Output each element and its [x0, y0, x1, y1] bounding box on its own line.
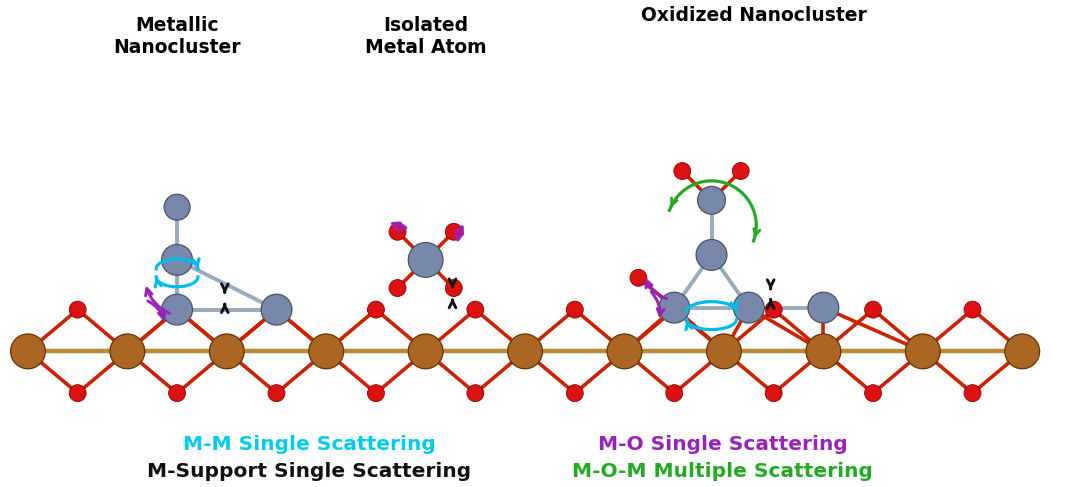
Circle shape: [607, 334, 642, 369]
Circle shape: [706, 334, 741, 369]
Circle shape: [697, 240, 727, 270]
Circle shape: [566, 385, 583, 402]
Circle shape: [964, 301, 981, 318]
Circle shape: [905, 334, 941, 369]
Circle shape: [69, 301, 86, 318]
Circle shape: [467, 385, 484, 402]
Circle shape: [268, 301, 285, 318]
Circle shape: [389, 280, 406, 297]
Circle shape: [445, 280, 462, 297]
Circle shape: [164, 194, 190, 220]
Circle shape: [11, 334, 45, 369]
Circle shape: [162, 244, 192, 275]
Circle shape: [865, 385, 881, 402]
Circle shape: [732, 163, 750, 180]
Circle shape: [808, 292, 839, 323]
Circle shape: [566, 301, 583, 318]
Circle shape: [408, 334, 443, 369]
Circle shape: [367, 301, 384, 318]
Circle shape: [445, 224, 462, 240]
Circle shape: [698, 187, 726, 214]
Text: Oxidized Nanocluster: Oxidized Nanocluster: [640, 6, 867, 25]
Circle shape: [630, 269, 647, 286]
Circle shape: [110, 334, 145, 369]
Circle shape: [674, 163, 691, 180]
Circle shape: [964, 385, 981, 402]
Circle shape: [162, 294, 192, 325]
Circle shape: [261, 294, 292, 325]
Circle shape: [659, 292, 690, 323]
Circle shape: [367, 385, 384, 402]
Circle shape: [168, 385, 186, 402]
Circle shape: [467, 301, 484, 318]
Circle shape: [806, 334, 840, 369]
Circle shape: [733, 292, 765, 323]
Circle shape: [69, 385, 86, 402]
Circle shape: [1004, 334, 1040, 369]
Circle shape: [665, 301, 683, 318]
Circle shape: [766, 301, 782, 318]
Text: M-O Single Scattering: M-O Single Scattering: [597, 435, 848, 454]
Text: M-O-M Multiple Scattering: M-O-M Multiple Scattering: [572, 462, 873, 481]
Circle shape: [408, 243, 443, 277]
Circle shape: [665, 385, 683, 402]
Circle shape: [268, 385, 285, 402]
Text: M-Support Single Scattering: M-Support Single Scattering: [147, 462, 471, 481]
Circle shape: [766, 385, 782, 402]
Circle shape: [210, 334, 244, 369]
Circle shape: [389, 224, 406, 240]
Circle shape: [508, 334, 542, 369]
Circle shape: [168, 301, 186, 318]
Circle shape: [865, 301, 881, 318]
Text: M-M Single Scattering: M-M Single Scattering: [183, 435, 435, 454]
Text: Isolated
Metal Atom: Isolated Metal Atom: [365, 16, 486, 57]
Text: Metallic
Nanocluster: Metallic Nanocluster: [113, 16, 241, 57]
Circle shape: [309, 334, 343, 369]
